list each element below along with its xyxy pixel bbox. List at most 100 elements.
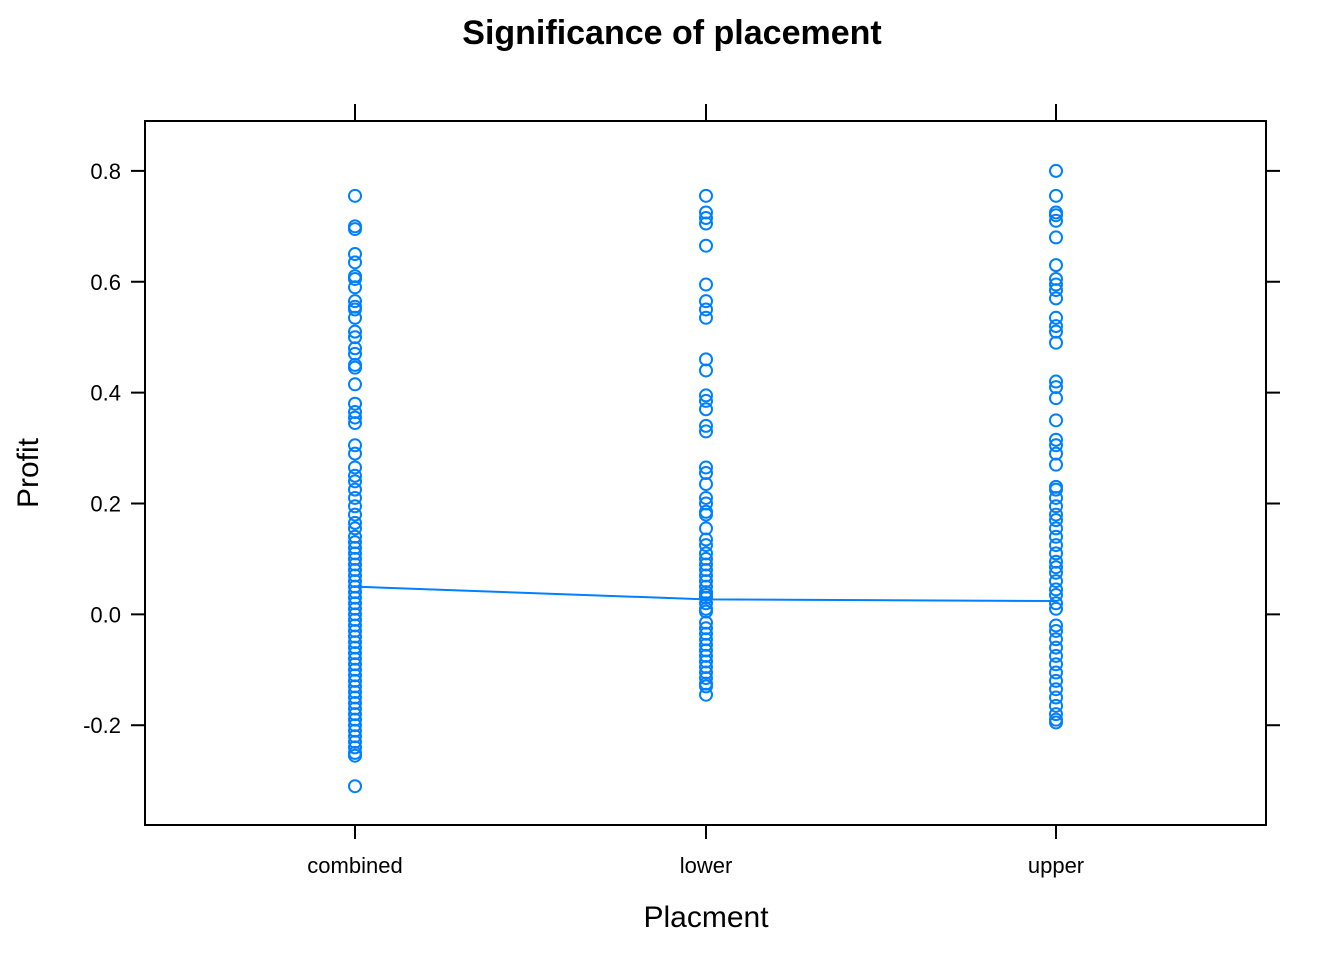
data-point-upper [1049, 632, 1063, 647]
data-point-combined [348, 416, 362, 431]
data-point-combined [348, 482, 362, 497]
y-tick-label: 0.0 [90, 602, 121, 627]
data-point-upper [1049, 438, 1063, 453]
data-point-lower [699, 402, 713, 417]
y-tick-label: 0.8 [90, 159, 121, 184]
data-point-upper [1049, 432, 1063, 447]
data-point-combined [348, 779, 362, 794]
x-axis-top [354, 104, 1057, 121]
data-point-combined [348, 247, 362, 262]
data-point-lower [699, 277, 713, 292]
x-tick-label-upper: upper [1028, 853, 1084, 878]
data-point-lower [699, 418, 713, 433]
data-point-combined [348, 438, 362, 453]
data-point-upper [1049, 529, 1063, 544]
data-point-upper [1049, 208, 1063, 223]
data-point-upper [1049, 521, 1063, 536]
data-point-combined [348, 360, 362, 375]
data-point-lower [699, 477, 713, 492]
data-point-upper [1049, 188, 1063, 203]
data-point-upper [1049, 490, 1063, 505]
y-tick-label: 0.2 [90, 491, 121, 516]
data-point-combined [348, 341, 362, 356]
data-point-upper [1049, 682, 1063, 697]
data-point-lower [699, 687, 713, 702]
x-tick-label-lower: lower [680, 853, 733, 878]
data-point-upper [1049, 596, 1063, 611]
data-point-lower [699, 393, 713, 408]
data-point-upper [1049, 499, 1063, 514]
data-point-upper [1049, 457, 1063, 472]
data-point-upper [1049, 277, 1063, 292]
data-point-upper [1049, 335, 1063, 350]
y-tick-label: -0.2 [83, 713, 121, 738]
data-point-lower [699, 388, 713, 403]
data-point-combined [348, 740, 362, 755]
data-point-lower [699, 596, 713, 611]
data-point-upper [1049, 291, 1063, 306]
data-point-lower [699, 507, 713, 522]
data-point-combined [348, 748, 362, 763]
data-point-combined [348, 310, 362, 325]
chart-title: Significance of placement [462, 14, 881, 52]
data-point-upper [1049, 391, 1063, 406]
data-point-combined [348, 515, 362, 530]
data-point-upper [1049, 163, 1063, 178]
data-point-upper [1049, 623, 1063, 638]
data-point-upper [1049, 546, 1063, 561]
data-point-upper [1049, 310, 1063, 325]
data-point-upper [1049, 715, 1063, 730]
data-point-lower [699, 490, 713, 505]
points-layer [348, 163, 1063, 794]
y-axis-right [1266, 169, 1280, 727]
data-point-combined [348, 294, 362, 309]
data-point-upper [1049, 560, 1063, 575]
data-point-lower [699, 310, 713, 325]
data-point-lower [699, 188, 713, 203]
data-point-lower [699, 216, 713, 231]
data-point-combined [348, 460, 362, 475]
data-point-upper [1049, 707, 1063, 722]
data-point-lower [699, 302, 713, 317]
data-point-combined [348, 499, 362, 514]
x-tick-label-combined: combined [307, 853, 402, 878]
data-point-upper [1049, 538, 1063, 553]
data-point-combined [348, 280, 362, 295]
data-point-combined [348, 271, 362, 286]
data-point-upper [1049, 657, 1063, 672]
data-point-combined [348, 410, 362, 425]
data-point-upper [1049, 374, 1063, 389]
y-axis-title: Profit [12, 437, 45, 508]
data-point-combined [348, 377, 362, 392]
data-point-upper [1049, 413, 1063, 428]
data-point-combined [348, 468, 362, 483]
data-point-upper [1049, 230, 1063, 245]
data-point-combined [348, 446, 362, 461]
data-point-lower [699, 294, 713, 309]
data-point-lower [699, 460, 713, 475]
data-point-lower [699, 211, 713, 226]
data-point-upper [1049, 482, 1063, 497]
data-point-upper [1049, 507, 1063, 522]
data-point-combined [348, 474, 362, 489]
data-point-upper [1049, 258, 1063, 273]
x-axis-title: Placment [643, 901, 769, 934]
data-point-upper [1049, 574, 1063, 589]
x-axis-bottom: combined lower upper [307, 825, 1084, 878]
data-point-upper [1049, 665, 1063, 680]
data-point-upper [1049, 565, 1063, 580]
data-point-lower [699, 538, 713, 553]
data-point-upper [1049, 698, 1063, 713]
data-point-upper [1049, 690, 1063, 705]
mean-trend-line [354, 585, 1057, 603]
data-point-upper [1049, 618, 1063, 633]
data-point-combined [348, 521, 362, 536]
y-tick-label: 0.6 [90, 270, 121, 295]
data-point-upper [1049, 640, 1063, 655]
data-point-upper [1049, 601, 1063, 616]
mean-line-layer [354, 585, 1057, 603]
data-point-upper [1049, 673, 1063, 688]
data-point-combined [348, 255, 362, 270]
y-axis-left: -0.2 0.0 0.2 0.4 0.6 0.8 [83, 159, 145, 738]
